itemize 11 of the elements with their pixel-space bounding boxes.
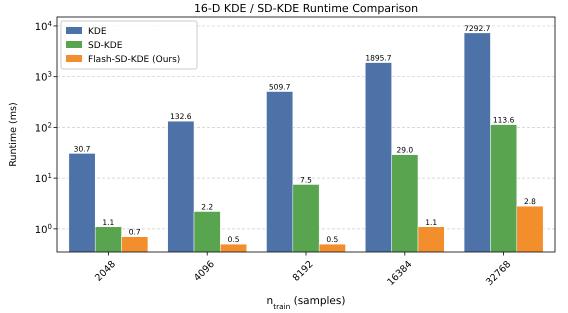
- legend-label: SD-KDE: [88, 41, 123, 51]
- chart-title: 16-D KDE / SD-KDE Runtime Comparison: [194, 2, 418, 15]
- y-tick-label: 10$^{1}$: [34, 172, 52, 186]
- y-axis-title: Runtime (ms): [8, 102, 19, 167]
- y-tick-label: 10$^{2}$: [34, 121, 52, 134]
- y-tick-label: 10$^{3}$: [34, 70, 52, 84]
- y-tick-label: 10$^{0}$: [34, 222, 52, 236]
- x-axis-title: n$_{train}$ (samples): [266, 295, 346, 310]
- y-tick-label: 10$^{4}$: [34, 20, 53, 33]
- legend-label: Flash-SD-KDE (Ours): [88, 55, 180, 65]
- legend-label: KDE: [88, 27, 107, 37]
